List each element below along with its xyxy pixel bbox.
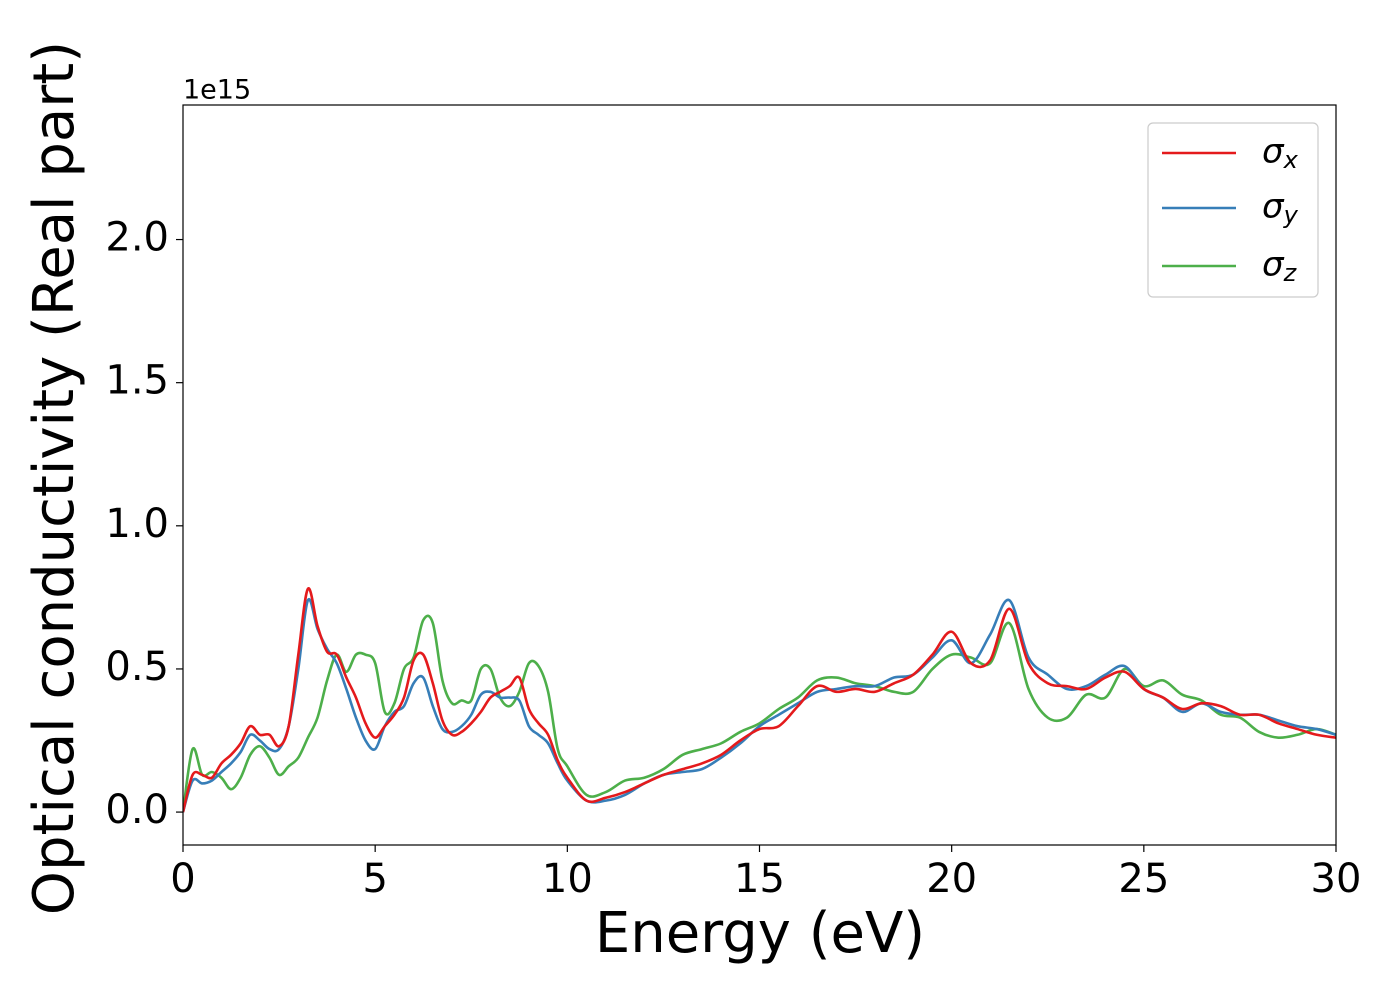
y-tick-label: 1.5: [105, 358, 169, 404]
x-tick-label: 30: [1311, 856, 1362, 902]
x-tick-label: 5: [362, 856, 387, 902]
x-axis-label: Energy (eV): [595, 901, 925, 966]
x-tick-label: 10: [542, 856, 593, 902]
y-axis-label: Optical conductivity (Real part): [22, 41, 87, 915]
y-tick-label: 2.0: [105, 215, 169, 261]
x-tick-label: 15: [734, 856, 785, 902]
legend-label: σz: [1262, 245, 1298, 288]
legend-box: [1147, 122, 1319, 298]
series-line: [183, 587, 1336, 813]
y-offset-label: 1e15: [183, 75, 251, 106]
series-line: [183, 614, 1336, 813]
x-tick-label: 0: [170, 856, 195, 902]
x-tick-label: 25: [1118, 856, 1169, 902]
y-tick-label: 1.0: [105, 501, 169, 547]
x-tick-label: 20: [926, 856, 977, 902]
series-line: [183, 597, 1336, 813]
y-tick-label: 0.5: [105, 644, 169, 690]
plot-frame: [182, 104, 1337, 846]
y-tick-label: 0.0: [105, 787, 169, 833]
